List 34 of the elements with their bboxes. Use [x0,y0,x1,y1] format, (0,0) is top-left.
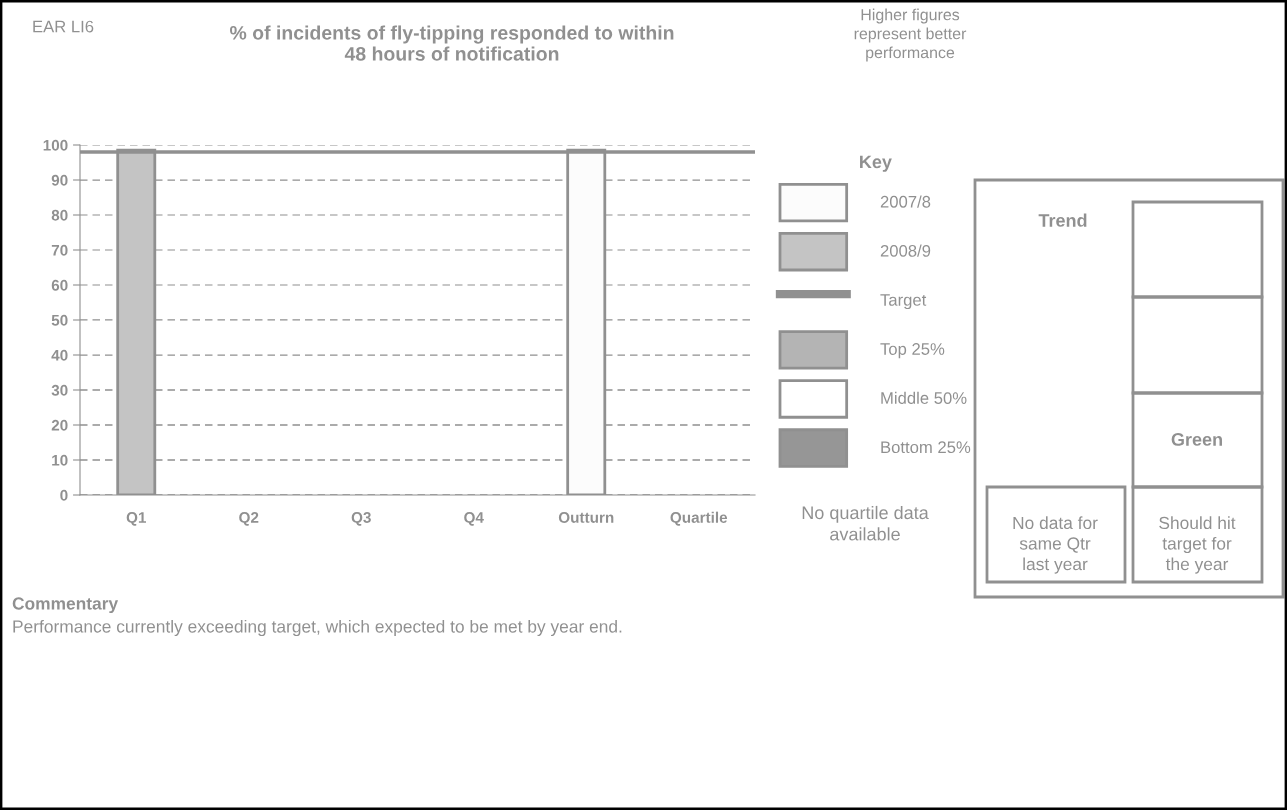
text: Higher figures represent better performance [854,8,967,62]
legend-label: Top 25% [880,343,945,359]
x-tick-label: Q2 [239,512,259,526]
legend-title: Key [860,155,892,172]
legend-label: Target [880,294,927,310]
text: Green [1171,433,1222,446]
legend-label: 2007/8 [880,195,931,208]
text: Commentary [12,597,119,614]
text: Performance currently exceeding target, which expected to be met by year end. [13,619,622,637]
text: No data for same Qtr last year [1013,516,1098,574]
x-tick-label: Q1 [126,512,147,526]
y-tick-label: 30 [51,384,68,396]
legend-label: Bottom 25% [881,441,971,454]
y-tick-label: 50 [51,314,68,326]
y-tick-label: 80 [51,209,68,221]
x-tick-label: Outturn [558,512,614,523]
y-tick-label: 90 [51,174,68,186]
text: Trend [1038,213,1087,227]
text: EAR LI6 [33,20,94,33]
y-tick-label: 70 [51,244,68,256]
text: Should hit target for the year [1159,516,1236,574]
x-tick-label: Q3 [351,512,371,526]
text: No quartile data available [802,505,929,541]
legend-label: 2008/9 [880,244,931,257]
legend-label: Middle 50% [881,391,967,404]
y-tick-label: 100 [43,139,68,151]
y-tick-label: 60 [51,279,68,291]
x-tick-label: Q4 [464,512,484,526]
x-tick-label: Quartile [670,511,728,526]
y-tick-label: 0 [60,489,68,501]
chart-title: % of incidents of fly-tipping responded to within 48 hours of notification [229,25,674,61]
y-tick-label: 10 [52,454,68,466]
y-tick-label: 40 [51,349,68,361]
y-tick-label: 20 [51,419,68,431]
